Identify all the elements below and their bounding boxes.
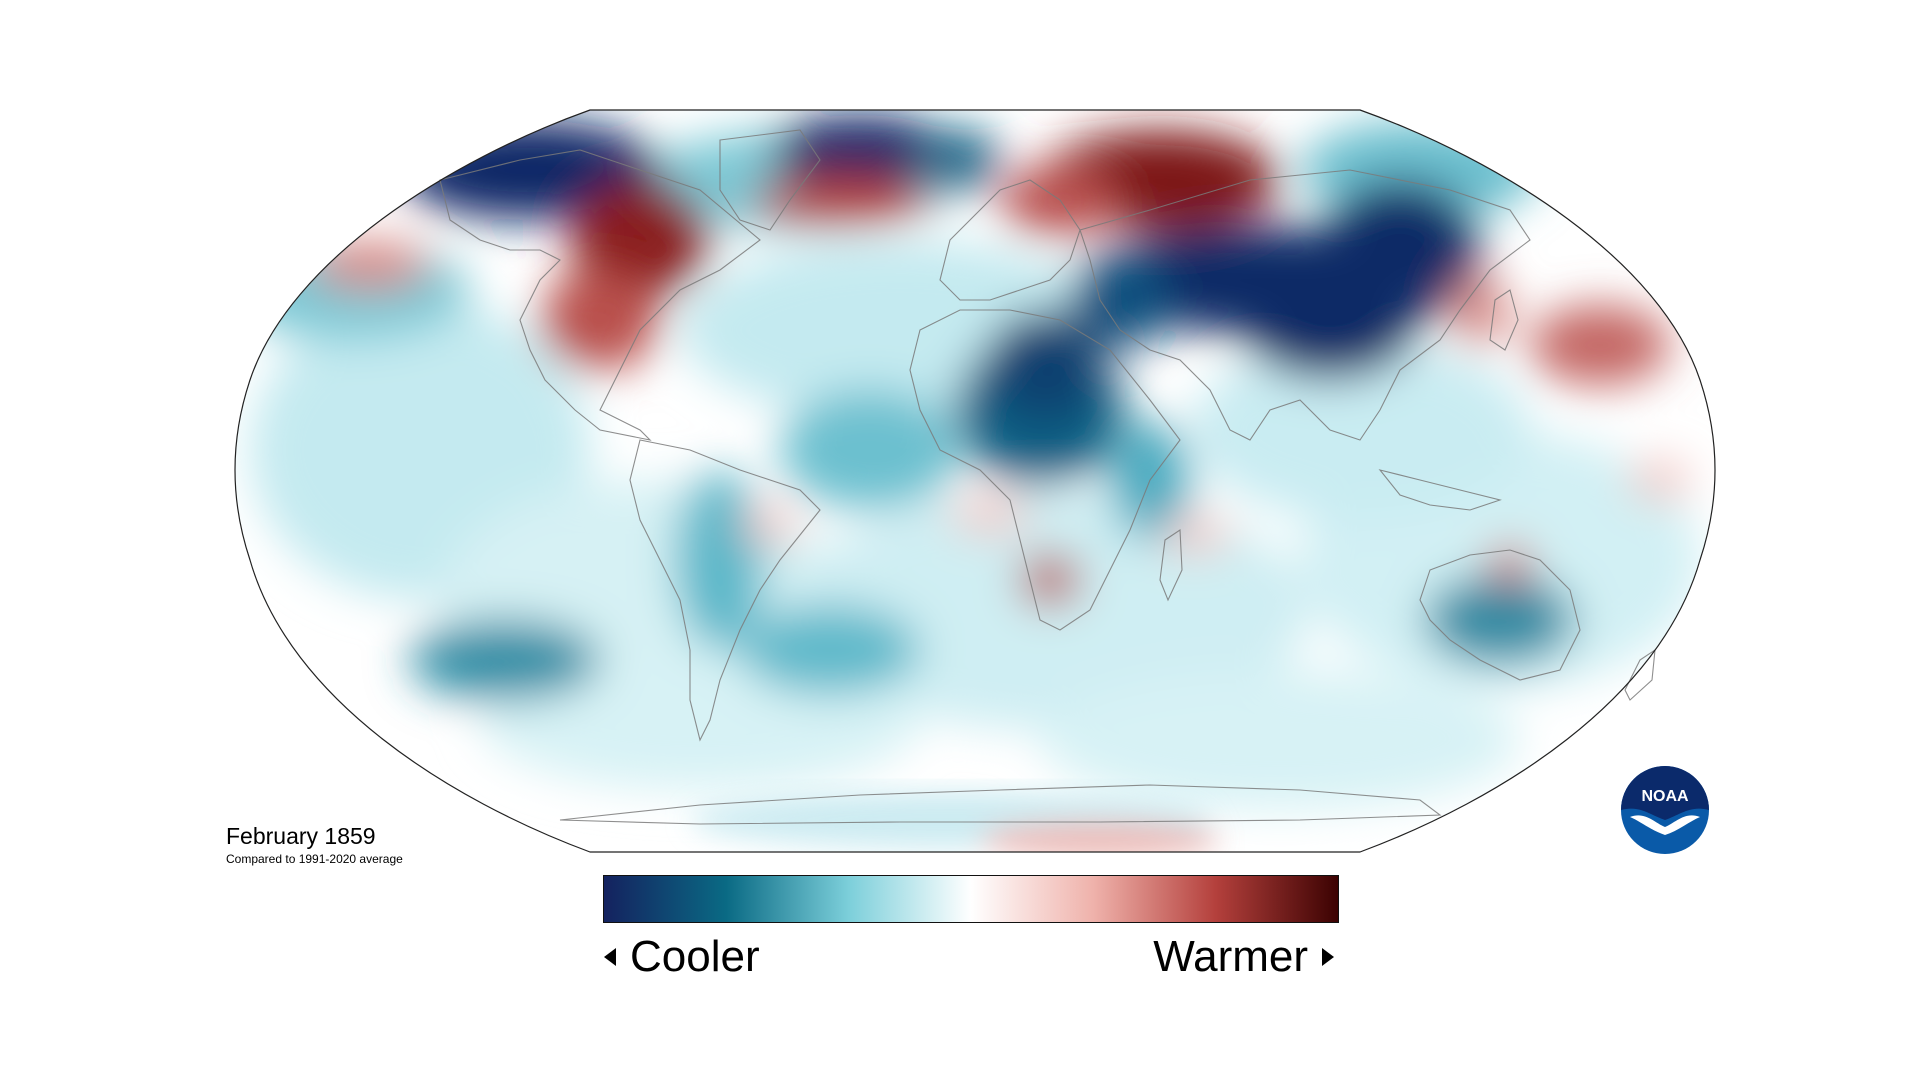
coastlines <box>439 129 1656 825</box>
globe-outline <box>234 109 1716 853</box>
map-title: February 1859 <box>226 823 376 849</box>
cooler-legend: Cooler <box>604 932 760 982</box>
noaa-logo-icon: NOAA <box>1621 766 1709 854</box>
temperature-colorbar <box>603 875 1339 923</box>
warmer-legend: Warmer <box>1153 932 1334 982</box>
warmer-label: Warmer <box>1153 932 1308 981</box>
anomaly-field <box>235 110 1715 852</box>
map-caption: February 1859 Compared to 1991-2020 aver… <box>226 822 403 867</box>
right-arrow-icon <box>1322 948 1334 966</box>
map-subtitle: Compared to 1991-2020 average <box>226 852 403 866</box>
noaa-logo-text: NOAA <box>1641 788 1689 805</box>
cooler-label: Cooler <box>630 932 760 981</box>
left-arrow-icon <box>604 948 616 966</box>
